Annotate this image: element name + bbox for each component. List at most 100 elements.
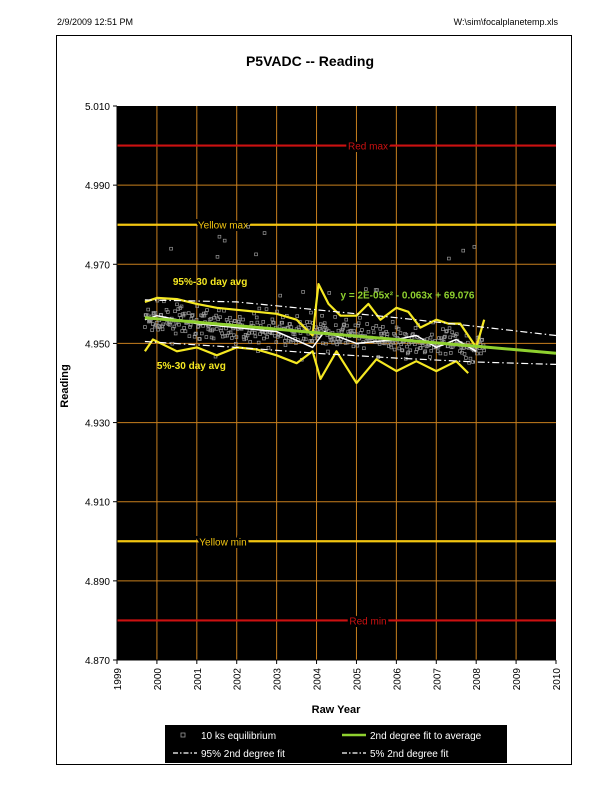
data-point	[322, 321, 327, 325]
data-point	[464, 356, 468, 360]
data-point	[151, 322, 155, 326]
data-point	[331, 340, 335, 345]
y-tick-label: 4.950	[85, 339, 110, 350]
x-axis-label: Raw Year	[312, 704, 361, 716]
data-point	[442, 335, 447, 340]
p5-30day-line	[143, 338, 469, 385]
data-point	[374, 324, 379, 328]
data-point	[444, 329, 449, 334]
x-tick-label: 2006	[392, 668, 403, 691]
data-point	[277, 324, 282, 329]
series-lines	[143, 283, 557, 385]
data-point	[228, 315, 232, 320]
data-point	[312, 336, 316, 341]
data-point	[216, 317, 220, 322]
data-point	[320, 313, 324, 318]
x-tick-label: 2005	[352, 668, 363, 691]
data-point	[399, 342, 403, 346]
x-tick-label: 2010	[552, 668, 563, 691]
data-point	[441, 327, 445, 331]
x-tick-label: 2001	[193, 668, 204, 691]
data-point	[160, 327, 165, 332]
data-point	[168, 323, 172, 327]
data-point	[288, 322, 292, 326]
data-point	[309, 310, 313, 315]
y-tick-label: 4.870	[85, 656, 110, 667]
data-point	[371, 326, 375, 330]
data-point	[183, 311, 187, 316]
data-point	[234, 342, 238, 346]
data-point	[254, 252, 258, 257]
data-point	[242, 337, 247, 342]
data-point	[326, 349, 330, 354]
data-point	[209, 335, 214, 340]
limit-lines: Red max Yellow max Yellow min Red min	[117, 139, 556, 630]
data-point	[335, 342, 339, 347]
data-point	[430, 332, 434, 337]
legend-label: 2nd degree fit to average	[370, 731, 482, 742]
data-point	[274, 340, 279, 344]
data-point	[396, 327, 401, 331]
data-point	[226, 331, 231, 335]
data-point	[380, 331, 384, 336]
data-point	[301, 290, 305, 294]
legend-box	[165, 725, 507, 763]
limit-label: Red max	[348, 142, 388, 153]
data-point	[271, 320, 275, 325]
data-point	[262, 231, 267, 235]
data-point	[288, 340, 293, 344]
data-point	[393, 333, 398, 338]
data-point	[215, 327, 219, 331]
data-point	[261, 320, 265, 324]
legend-label: 95% 2nd degree fit	[201, 749, 285, 760]
data-point	[256, 340, 261, 345]
data-point	[269, 331, 274, 336]
limit-label: Yellow min	[199, 537, 246, 548]
data-point	[173, 309, 177, 314]
legend-marker	[180, 732, 186, 738]
data-point	[295, 314, 299, 318]
data-point	[428, 355, 432, 359]
data-point	[338, 340, 343, 345]
data-point	[186, 311, 191, 315]
p95-30day-line	[144, 283, 486, 349]
x-tick-label: 2009	[512, 668, 523, 691]
data-point	[214, 313, 218, 318]
p95-fit-line	[144, 299, 557, 337]
x-tick-label: 1999	[113, 668, 124, 691]
data-point	[180, 329, 184, 333]
chart-title: P5VADC -- Reading	[246, 53, 374, 69]
data-point	[280, 321, 284, 325]
data-point	[205, 308, 209, 312]
data-point	[320, 341, 325, 346]
data-point	[187, 334, 192, 338]
data-point	[390, 320, 395, 324]
data-point	[451, 333, 456, 338]
data-point	[255, 320, 260, 325]
data-point	[161, 322, 165, 327]
data-point	[228, 330, 233, 335]
data-point	[356, 323, 360, 328]
data-point	[166, 310, 170, 314]
data-point	[209, 317, 213, 321]
data-point	[475, 351, 479, 356]
data-point	[423, 349, 428, 353]
data-point	[200, 331, 204, 336]
legend-label: 10 ks equilibrium	[201, 731, 276, 742]
data-point	[222, 238, 227, 243]
data-point	[182, 326, 186, 330]
legend-label: 5% 2nd degree fit	[370, 749, 449, 760]
data-point	[404, 333, 409, 337]
data-point	[429, 349, 433, 353]
x-tick-label: 2000	[153, 668, 164, 691]
data-point	[206, 327, 211, 332]
data-point	[413, 326, 418, 330]
data-point	[194, 331, 198, 336]
data-point	[283, 343, 288, 347]
data-point	[375, 288, 379, 292]
data-point	[266, 346, 271, 350]
data-point	[253, 334, 258, 339]
y-axis-label: Reading	[59, 364, 71, 407]
data-point	[428, 335, 433, 340]
data-point	[479, 338, 484, 342]
